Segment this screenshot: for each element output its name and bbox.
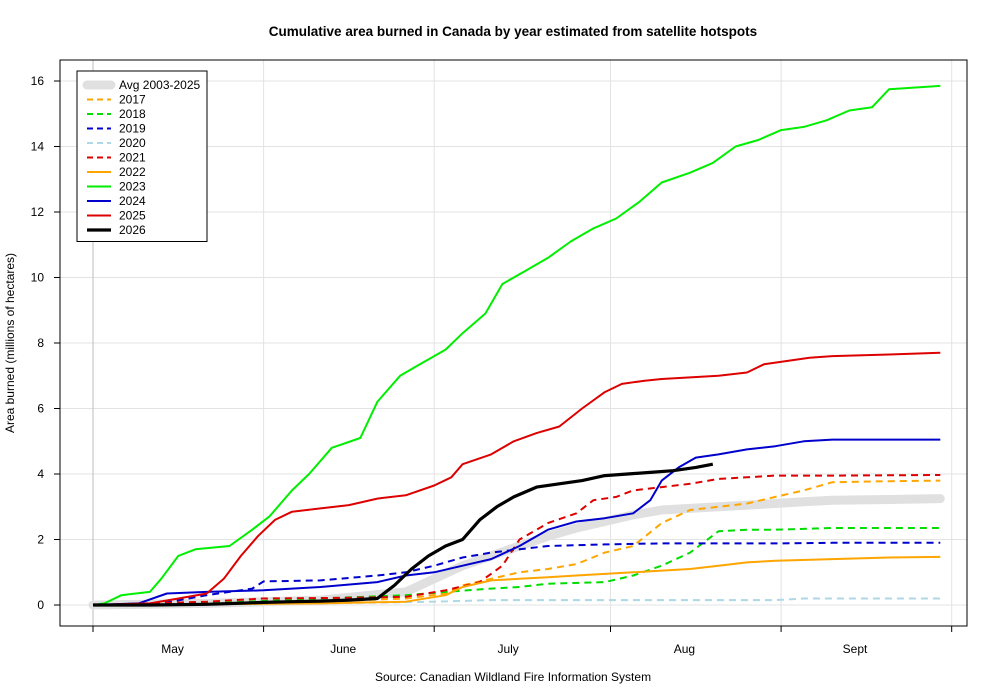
legend-label: Avg 2003-2025: [119, 78, 201, 92]
series-layer: [88, 84, 945, 610]
y-tick-label: 4: [37, 467, 44, 481]
y-tick-label: 2: [37, 533, 44, 547]
series-line-2021: [92, 474, 941, 606]
legend-label: 2020: [119, 136, 146, 150]
legend-label: 2025: [119, 209, 146, 223]
x-tick-label: Aug: [674, 642, 695, 656]
x-tick-label: June: [330, 642, 356, 656]
source-note: Source: Canadian Wildland Fire Informati…: [375, 670, 651, 684]
series-line-2019: [92, 541, 941, 606]
chart-title: Cumulative area burned in Canada by year…: [269, 24, 757, 39]
series-line-2023: [92, 84, 941, 606]
series-line-2025: [92, 351, 941, 606]
legend-label: 2022: [119, 165, 146, 179]
y-tick-label: 8: [37, 336, 44, 350]
y-tick-label: 12: [31, 205, 45, 219]
series-line-2024: [92, 438, 941, 606]
legend-label: 2017: [119, 93, 146, 107]
legend: Avg 2003-2025201720182019202020212022202…: [76, 70, 208, 242]
x-axis: May June July Aug Sept: [92, 626, 953, 656]
legend-label: 2026: [119, 223, 146, 237]
series-line-2022: [92, 555, 941, 606]
y-tick-label: 14: [31, 140, 45, 154]
y-tick-label: 10: [31, 271, 45, 285]
y-axis-label: Area burned (millions of hectares): [3, 253, 17, 433]
legend-label: 2021: [119, 151, 146, 165]
x-tick-label: May: [161, 642, 184, 656]
series-line-avg-2003-2025: [88, 494, 945, 610]
y-axis: 0 2 4 6 8 10 12 14 16: [31, 74, 60, 612]
legend-label: 2018: [119, 107, 146, 121]
x-tick-label: Sept: [843, 642, 868, 656]
y-tick-label: 16: [31, 74, 45, 88]
legend-label: 2023: [119, 180, 146, 194]
y-tick-label: 0: [37, 598, 44, 612]
series-line-2026: [93, 462, 714, 607]
legend-label: 2019: [119, 122, 146, 136]
y-tick-label: 6: [37, 402, 44, 416]
series-line-2017: [92, 479, 941, 606]
legend-label: 2024: [119, 194, 146, 208]
x-tick-label: July: [497, 642, 518, 656]
